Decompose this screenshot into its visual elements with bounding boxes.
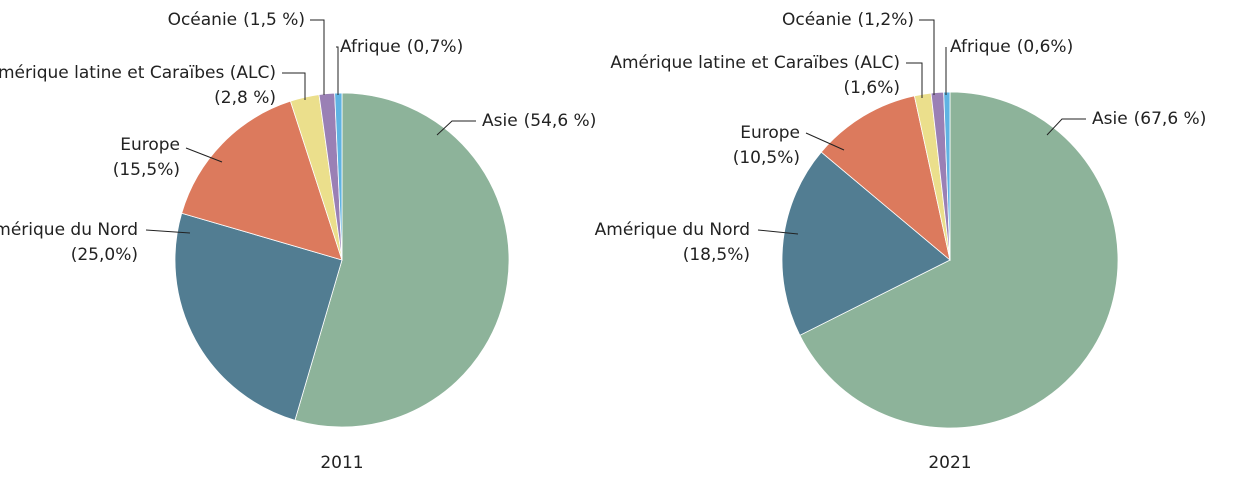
pie-slice [943,91,951,261]
slice-label: Océanie (1,5 %) [168,10,305,30]
slice-label: Amérique latine et Caraïbes (ALC) (1,6%) [610,53,900,98]
pie-slice [781,151,951,336]
leader-line [145,229,191,234]
leader-line [310,19,325,95]
category-name: Afrique [950,37,1011,57]
value-label: (1,6%) [844,78,900,98]
slice-label: Amérique du Nord (25,0%) [0,220,138,265]
pie-slice [181,100,343,261]
category-name: Océanie [782,10,852,30]
category-name: Europe [740,123,800,143]
category-name: Afrique [340,37,401,57]
category-name: Amérique du Nord [0,220,138,240]
value-label: (18,5%) [683,245,750,265]
leader-line [282,72,306,100]
value-label: (54,6 %) [524,111,597,131]
slice-label: Asie (67,6 %) [1092,109,1206,129]
slice-label: Amérique du Nord (18,5%) [595,220,750,265]
category-name: Europe [120,135,180,155]
category-name: Asie [1092,109,1128,129]
leader-line [185,147,223,163]
category-name: Océanie [168,10,238,30]
category-name: Amérique du Nord [595,220,750,240]
category-name: Amérique latine et Caraïbes (ALC) [610,53,900,73]
pie-slice [294,92,510,428]
value-label: (1,5 %) [243,10,305,30]
pie-slice [799,91,1119,429]
value-label: (25,0%) [71,245,138,265]
value-label: (0,6%) [1017,37,1073,57]
slice-label: Asie (54,6 %) [482,111,596,131]
leader-line [1046,118,1086,136]
slice-label: Océanie (1,2%) [782,10,914,30]
value-label: (15,5%) [113,160,180,180]
category-name: Asie [482,111,518,131]
slice-label: Afrique (0,7%) [340,37,463,57]
leader-line [436,120,476,136]
pie-slice [820,95,951,262]
category-name: Amérique latine et Caraïbes (ALC) [0,63,276,83]
slice-label: Europe (15,5%) [113,135,180,180]
pie-slice [174,212,343,421]
value-label: (10,5%) [733,148,800,168]
slice-label: Europe (10,5%) [733,123,800,168]
leader-line [805,132,845,151]
slice-label: Amérique latine et Caraïbes (ALC) (2,8 %) [0,63,276,108]
value-label: (1,2%) [858,10,914,30]
value-label: (67,6 %) [1134,109,1207,129]
leader-line [906,62,923,98]
value-label: (2,8 %) [214,88,276,108]
leader-line [919,19,935,95]
leader-line [757,229,799,235]
chart-title: 2011 [320,453,363,473]
value-label: (0,7%) [407,37,463,57]
chart-title: 2021 [928,453,971,473]
slice-label: Afrique (0,6%) [950,37,1073,57]
leader-line [336,46,339,95]
